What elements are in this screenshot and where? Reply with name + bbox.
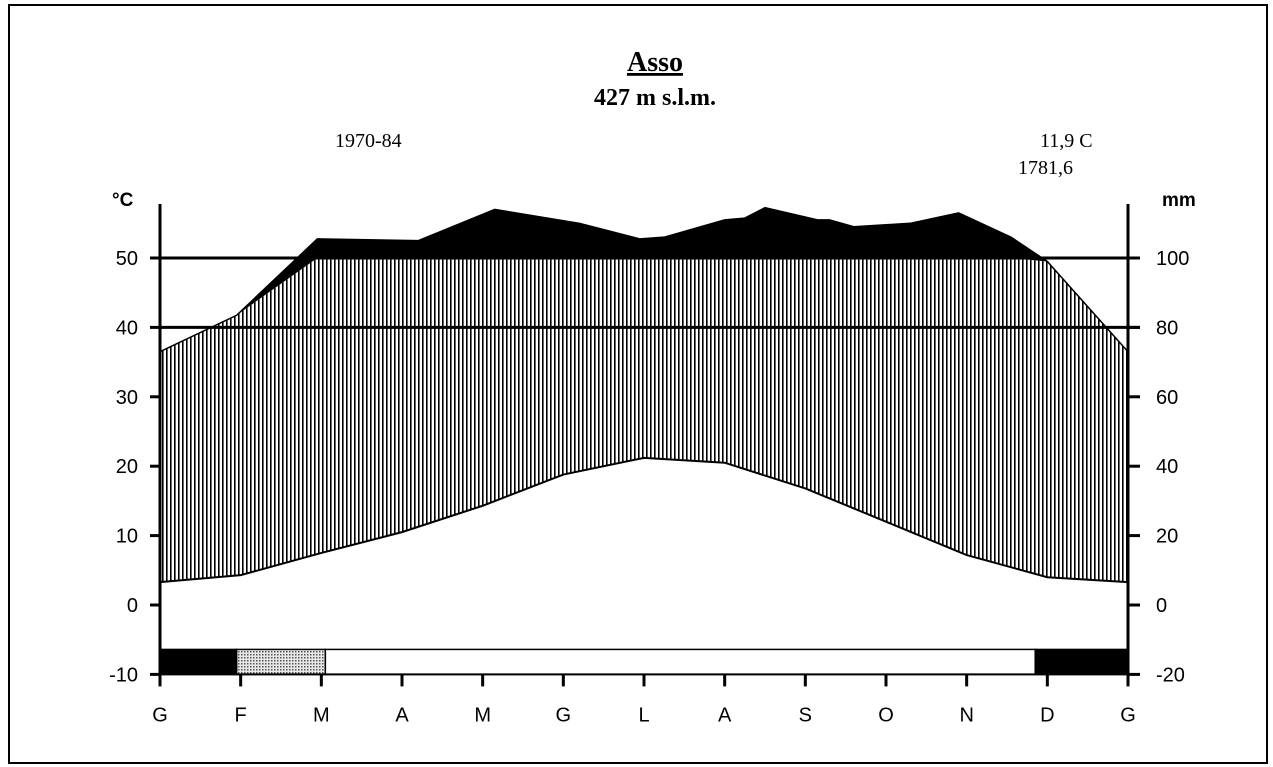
month-label: N bbox=[959, 704, 973, 726]
month-label: M bbox=[313, 704, 330, 726]
month-label: L bbox=[638, 704, 649, 726]
left-tick-label: 40 bbox=[116, 317, 138, 339]
plot-area bbox=[158, 204, 1140, 687]
superhumid-area bbox=[160, 207, 1128, 352]
frost-bar-segment bbox=[324, 648, 1036, 676]
frost-bar-segment bbox=[159, 648, 238, 676]
left-axis-unit: °C bbox=[112, 190, 134, 211]
annual-precipitation: 1781,6 bbox=[1018, 157, 1073, 179]
month-label: F bbox=[235, 704, 247, 726]
right-tick-label: 0 bbox=[1156, 595, 1167, 617]
month-label: G bbox=[1120, 704, 1136, 726]
right-tick-label: 100 bbox=[1156, 248, 1189, 270]
right-tick-label: 40 bbox=[1156, 456, 1178, 478]
period-label: 1970-84 bbox=[335, 130, 402, 152]
left-tick-label: 10 bbox=[116, 526, 138, 548]
left-axis: -10 0 10 20 30 40 50 bbox=[109, 248, 160, 686]
frost-bar-segment bbox=[1034, 648, 1129, 676]
chart-frame: Asso 427 m s.l.m. 1970-84 11,9 C 1781,6 … bbox=[8, 4, 1268, 764]
climate-chart: Asso 427 m s.l.m. 1970-84 11,9 C 1781,6 … bbox=[109, 47, 1196, 726]
humid-area bbox=[160, 258, 1128, 583]
right-tick-label: 60 bbox=[1156, 387, 1178, 409]
right-tick-label: 20 bbox=[1156, 526, 1178, 548]
right-tick-label: 80 bbox=[1156, 317, 1178, 339]
left-tick-label: 50 bbox=[116, 248, 138, 270]
left-tick-label: 0 bbox=[127, 595, 138, 617]
month-label: G bbox=[152, 704, 168, 726]
month-label: G bbox=[556, 704, 572, 726]
right-axis-unit: mm bbox=[1162, 190, 1196, 211]
chart-subtitle: 427 m s.l.m. bbox=[594, 85, 716, 111]
month-label: M bbox=[474, 704, 491, 726]
right-axis: -20 0 20 40 60 80 100 bbox=[1128, 248, 1189, 686]
precipitation-line bbox=[159, 206, 1129, 353]
temperature-line bbox=[159, 456, 1129, 584]
month-label: O bbox=[878, 704, 894, 726]
month-label: A bbox=[718, 704, 732, 726]
frost-bar-segment bbox=[235, 648, 327, 676]
left-tick-label: -10 bbox=[109, 664, 138, 686]
left-tick-label: 20 bbox=[116, 456, 138, 478]
right-tick-label: -20 bbox=[1156, 664, 1185, 686]
annual-temperature: 11,9 C bbox=[1040, 130, 1093, 152]
month-label: A bbox=[395, 704, 409, 726]
month-label: D bbox=[1040, 704, 1054, 726]
chart-title: Asso bbox=[627, 47, 683, 78]
left-tick-label: 30 bbox=[116, 387, 138, 409]
month-label: S bbox=[799, 704, 812, 726]
